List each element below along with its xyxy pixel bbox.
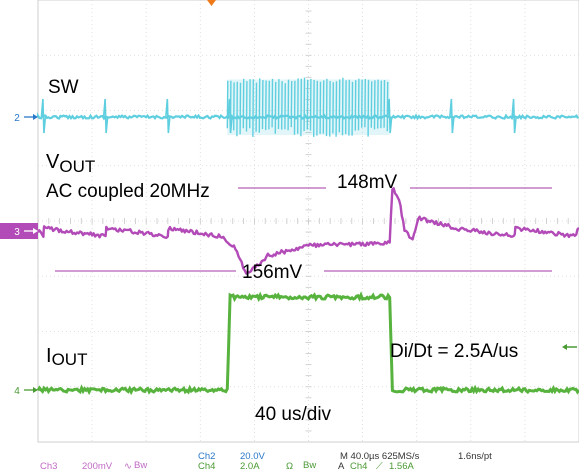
channel-marker-bg [0,223,38,239]
iout-label-main: I [46,345,52,367]
trigger-level-arrow-head [562,344,567,350]
ch3-bw: Bw [134,460,147,471]
sw-spike [40,98,47,134]
vout-label-main: V [46,151,60,173]
channel-marker-arrow-head [33,114,38,120]
vout-trace [37,187,579,275]
sw-spike [386,98,393,134]
slew-rate-label: Di/Dt = 2.5A/us [390,341,518,362]
sw-spike [511,98,517,134]
ch3-scale: 200mV [82,461,113,472]
ch2-name: Ch2 [198,451,215,462]
sw-spike [165,98,171,134]
iout-trace [36,291,579,396]
ch4-name: Ch4 [198,461,215,472]
trigger-level-arrow [562,344,577,350]
trace-group [36,77,579,396]
vout-label: VOUT [46,151,95,176]
trigger-slope-icon: ⟋ [376,461,383,472]
trigger-level: 1.56A [389,461,414,472]
sw-label: SW [48,77,79,98]
channel-marker-number: 3 [14,227,20,238]
timebase-label: 40 us/div [255,404,332,425]
annotation-guides [55,187,552,272]
channel-marker-2: 2 [14,113,38,124]
channel-marker-arrow-head [33,228,38,234]
iout-label: IOUT [46,345,87,369]
ch4-impedance: Ω [286,461,293,472]
trigger-position-marker [207,0,216,6]
channel-marker-group: 2 3 4 [0,113,577,397]
ch4-bw: Bw [303,460,316,471]
vout-min-label: 156mV [242,262,303,283]
ch2-scale: 20.0V [240,451,265,462]
ch3-name: Ch3 [40,461,57,472]
horizontal-timebase: M 40.0µs 625MS/s [340,451,420,462]
vout-max-label: 148mV [337,172,398,193]
vout-label-sub: OUT [59,157,95,176]
iout-label-sub: OUT [52,350,88,369]
ch4-scale: 2.0A [240,461,260,472]
channel-marker-3: 3 [0,223,38,239]
status-bar: Ch3 200mV ∿ Bw Ch2 20.0V Ch4 2.0A Ω Bw M… [40,451,492,472]
channel-marker-number: 4 [14,386,20,397]
sw-spike [102,98,109,134]
ch3-bw-icon: ∿ [124,461,132,472]
channel-marker-4: 4 [14,386,38,397]
channel-marker-number: 2 [14,113,20,124]
trigger-source: Ch4 [350,461,367,472]
graticule [37,0,579,443]
horizontal-resolution: 1.6ns/pt [458,451,492,462]
sw-burst [226,77,389,137]
channel-marker-arrow-head [33,387,38,393]
sw-spike [449,98,455,134]
trigger-mode: A [338,461,345,472]
ac-coupled-label: AC coupled 20MHz [46,181,210,202]
